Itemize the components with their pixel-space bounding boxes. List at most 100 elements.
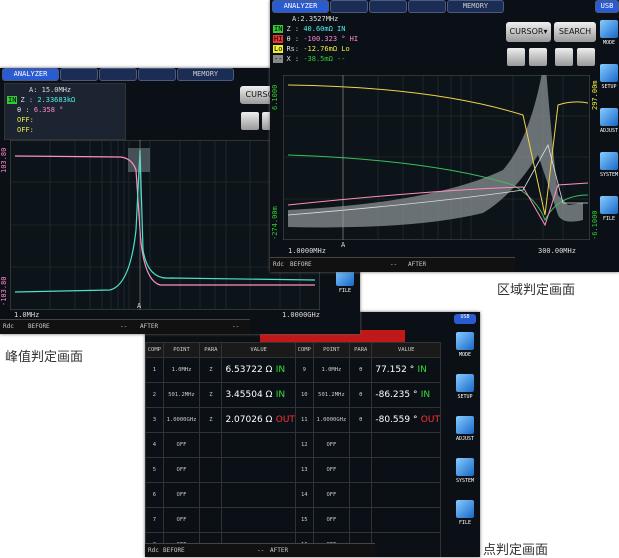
comp-cell: 2 [145,382,164,408]
column-header: COMP [294,342,314,358]
area-graph [283,75,590,240]
arrow-button[interactable] [241,112,259,130]
mode-button[interactable]: MODE [598,20,619,46]
table-body: 1 1.0MHz Z 6.53722 Ω IN 9 1.0MHz θ 77.152 ° IN 2… [145,357,441,557]
comp-cell: 11 [294,407,314,433]
adjust-button[interactable]: ADJUST [454,416,476,442]
column-header: POINT [312,342,351,358]
value: -86.235 ° [375,390,418,400]
tab[interactable] [60,68,98,81]
value-cell [221,457,296,483]
arrow-button[interactable] [577,48,595,66]
y-label: 103.80 [0,147,8,173]
label: SETUP [457,394,473,400]
mode-button[interactable]: MODE [454,332,476,358]
arrow-button[interactable] [507,48,525,66]
comp-cell: 6 [145,482,164,508]
arrow-button[interactable] [529,48,547,66]
rdc: Rdc [273,261,284,268]
after: AFTER [270,547,289,554]
memory-tab[interactable]: MEMORY [447,0,504,13]
value: -80.559 ° [375,415,418,425]
y-label: 297.00m [591,80,599,110]
dash: -- [232,323,240,330]
param: X : [286,55,300,63]
usb: USB [454,314,476,324]
arrow-button[interactable] [555,48,573,66]
tab[interactable] [330,0,368,13]
column-header: VALUE [371,342,441,358]
point-cell: 1.0000GHz [312,407,351,433]
off: OFF: [17,116,34,124]
para-cell: θ [349,357,373,383]
search-button[interactable]: SEARCH [554,22,596,42]
file-button[interactable]: FILE [598,196,619,222]
column-header: VALUE [221,342,296,358]
value: 3.45504 Ω [225,390,273,400]
marker-label: A [137,302,142,310]
adjust-button[interactable]: ADJUST [598,108,619,134]
value-cell [371,432,441,458]
tab[interactable] [408,0,446,13]
value-cell [371,482,441,508]
y-label: -103.80 [0,276,8,306]
x-stop: 1.0000GHz [282,311,320,319]
value-cell [221,507,296,533]
comp-cell: 5 [145,457,164,483]
point-cell: OFF [162,482,201,508]
system-button[interactable]: SYSTEM [454,458,476,484]
value-cell: -86.235 ° IN [371,382,441,408]
para-cell: Z [199,382,223,408]
tab[interactable] [138,68,176,81]
analyzer-tab[interactable]: ANALYZER [272,0,329,13]
y-label: -274.00m [271,206,279,240]
tab[interactable] [99,68,137,81]
comp-cell: 3 [145,407,164,433]
point-cell: 501.2MHz [312,382,351,408]
label: SETUP [601,84,617,90]
comp-cell: 10 [294,382,314,408]
x-start: 1.0000MHz [288,247,326,255]
caption: 峰值判定画面 [5,350,84,365]
value-cell [221,482,296,508]
dash: -- [257,547,265,554]
system-button[interactable]: SYSTEM [598,152,619,178]
table-row: 4 OFF 12 OFF [145,432,441,458]
judge: OUT [420,415,440,425]
point-cell: 501.2MHz [162,382,201,408]
analyzer-tab[interactable]: ANALYZER [2,68,59,81]
value-cell: 3.45504 Ω IN [221,382,296,408]
value: -38.5mΩ -- [303,55,346,63]
judge-table: COMP POINT PARA VALUE COMP POINT PARA VALUE 1 1.… [145,342,441,557]
before: BEFORE [163,547,185,554]
label: FILE [338,288,352,294]
para-cell: θ [349,407,373,433]
dash: -- [120,323,128,330]
file-button[interactable]: FILE [454,500,476,526]
setup-button[interactable]: SETUP [454,374,476,400]
point-cell: 1.0000GHz [162,407,201,433]
tab[interactable] [369,0,407,13]
caption: 点判定画面 [483,543,549,558]
param: θ : [17,106,30,114]
before: BEFORE [290,261,312,268]
memory-tab[interactable]: MEMORY [177,68,234,81]
point-cell: OFF [162,432,201,458]
point-cell: OFF [162,457,201,483]
judge: OUT [275,415,295,425]
judge: IN [417,365,427,375]
y-label: 6.1000 [271,84,279,110]
value: 40.60mΩ IN [303,25,346,33]
value: 6.53722 Ω [225,365,273,375]
cursor-button[interactable]: CURSOR▾ [506,22,551,42]
label: ADJUST [599,128,619,134]
column-header: POINT [162,342,201,358]
comp-cell: 13 [294,457,314,483]
setup-button[interactable]: SETUP [598,64,619,90]
header-row: COMP POINT PARA VALUE COMP POINT PARA VALUE [145,342,441,358]
off: OFF: [17,126,34,134]
file-button[interactable]: FILE [334,268,356,294]
value-cell [371,507,441,533]
para-cell [199,432,223,458]
freq: A:2.3527MHz [292,15,339,23]
